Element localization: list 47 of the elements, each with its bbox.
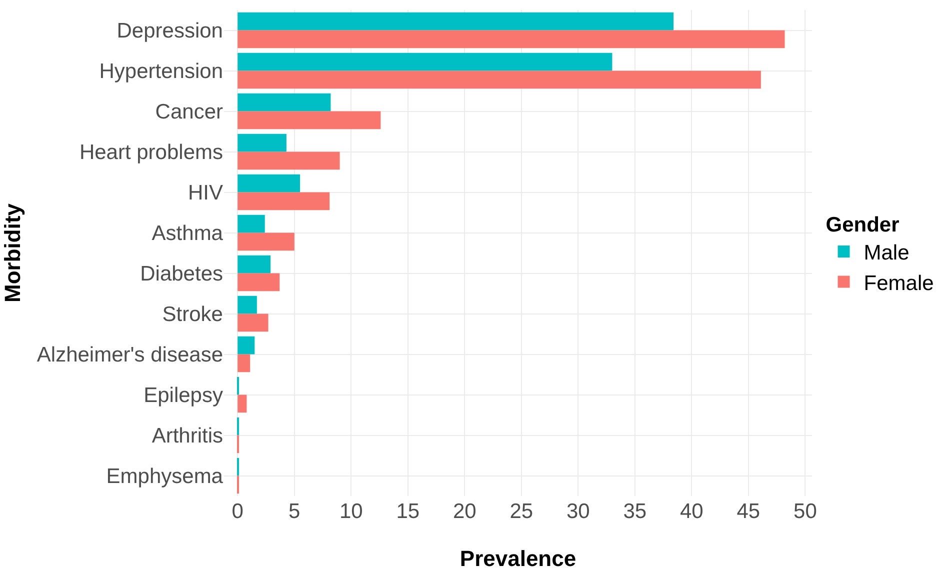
x-tick-label: 45 <box>736 500 760 523</box>
bar <box>238 152 340 170</box>
x-tick-label: 35 <box>623 500 647 523</box>
x-tick-label: 40 <box>680 500 704 523</box>
bar <box>238 354 250 372</box>
bar <box>238 30 785 48</box>
bar <box>238 232 294 251</box>
bar <box>238 314 268 332</box>
y-tick-label: Heart problems <box>79 141 223 164</box>
x-tick-label: 10 <box>339 500 363 523</box>
y-tick-label: Depression <box>116 20 223 43</box>
y-tick-label: HIV <box>188 182 223 205</box>
y-tick-label: Diabetes <box>140 262 223 286</box>
legend-label: Female <box>864 272 934 295</box>
bar <box>238 111 381 130</box>
bar <box>238 255 271 274</box>
x-tick-label: 15 <box>396 500 420 523</box>
bar <box>238 192 330 210</box>
legend-label: Male <box>864 242 910 265</box>
bar <box>238 12 674 30</box>
bar <box>238 273 280 292</box>
x-tick-label: 30 <box>566 500 590 523</box>
y-tick-label: Emphysema <box>106 465 224 488</box>
bar <box>238 336 255 354</box>
y-tick-label: Alzheimer's disease <box>36 344 223 367</box>
y-axis-title: Morbidity <box>0 202 25 302</box>
bar <box>238 296 257 314</box>
y-tick-label: Hypertension <box>99 60 223 84</box>
bar <box>238 134 286 152</box>
legend-title: Gender <box>826 213 900 236</box>
bar <box>238 214 265 233</box>
x-tick-label: 0 <box>232 500 244 523</box>
y-tick-label: Arthritis <box>152 424 223 448</box>
x-tick-label: 25 <box>510 500 534 523</box>
y-tick-label: Cancer <box>155 100 223 124</box>
x-tick-label: 5 <box>288 500 300 523</box>
x-tick-label: 50 <box>794 500 817 523</box>
bar <box>238 52 612 71</box>
bar <box>238 70 761 89</box>
bar <box>238 93 331 112</box>
x-axis-title: Prevalence <box>460 546 576 571</box>
x-tick-label: 20 <box>452 500 476 523</box>
y-tick-label: Asthma <box>152 222 224 246</box>
bar <box>238 174 300 192</box>
y-tick-label: Epilepsy <box>144 384 224 408</box>
y-tick-label: Stroke <box>162 303 223 326</box>
bar <box>238 394 247 413</box>
